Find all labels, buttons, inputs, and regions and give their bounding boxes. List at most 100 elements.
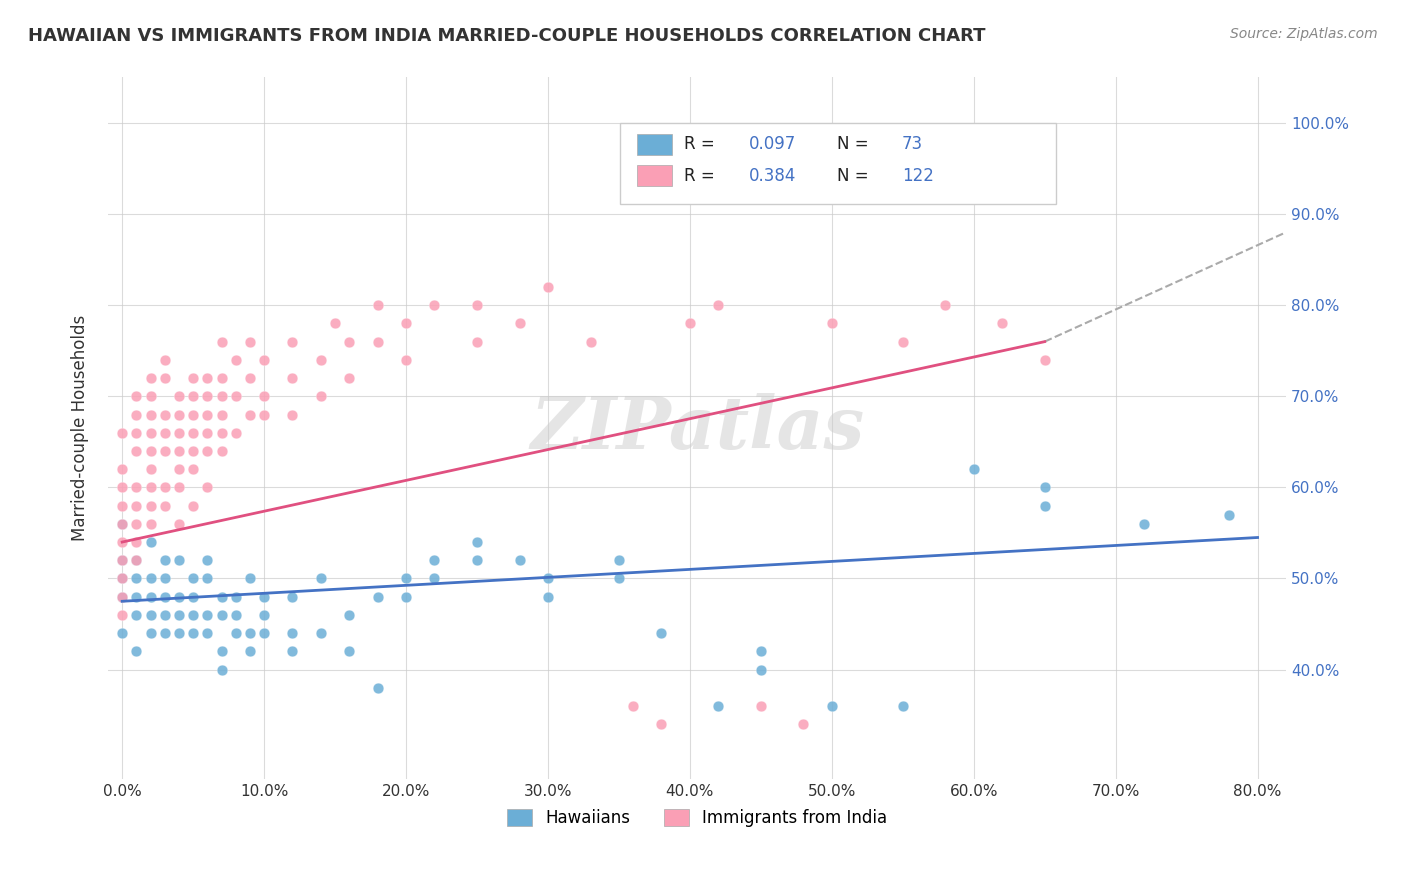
Point xyxy=(211,334,233,349)
Point xyxy=(125,644,148,658)
Point xyxy=(367,590,389,604)
Point xyxy=(749,699,772,714)
Point xyxy=(181,371,204,385)
Point xyxy=(225,389,247,403)
Point xyxy=(181,389,204,403)
Point xyxy=(195,408,218,422)
Point xyxy=(153,408,176,422)
Point xyxy=(167,516,190,531)
Point xyxy=(281,371,304,385)
Point xyxy=(337,334,360,349)
Point xyxy=(139,462,162,476)
Point xyxy=(963,462,986,476)
Text: 0.384: 0.384 xyxy=(749,167,796,185)
Point xyxy=(423,553,446,567)
Point xyxy=(153,607,176,622)
Point xyxy=(111,572,134,586)
Point xyxy=(111,553,134,567)
Point xyxy=(281,644,304,658)
Point xyxy=(211,607,233,622)
Point xyxy=(167,607,190,622)
Text: HAWAIIAN VS IMMIGRANTS FROM INDIA MARRIED-COUPLE HOUSEHOLDS CORRELATION CHART: HAWAIIAN VS IMMIGRANTS FROM INDIA MARRIE… xyxy=(28,27,986,45)
Point xyxy=(181,408,204,422)
Point xyxy=(139,535,162,549)
Point xyxy=(153,590,176,604)
Point xyxy=(537,590,560,604)
Point xyxy=(792,717,814,731)
Point xyxy=(211,444,233,458)
Point xyxy=(465,334,488,349)
Point xyxy=(181,607,204,622)
Text: 73: 73 xyxy=(901,135,924,153)
Point xyxy=(225,590,247,604)
Point xyxy=(167,444,190,458)
Point xyxy=(309,626,332,640)
Point xyxy=(423,572,446,586)
Point xyxy=(139,590,162,604)
Point xyxy=(111,516,134,531)
Point xyxy=(239,572,262,586)
Legend: Hawaiians, Immigrants from India: Hawaiians, Immigrants from India xyxy=(501,802,894,834)
Point xyxy=(239,408,262,422)
Point xyxy=(607,553,630,567)
Point xyxy=(225,352,247,367)
Point xyxy=(211,663,233,677)
Point xyxy=(111,553,134,567)
Point xyxy=(423,298,446,312)
Point xyxy=(139,480,162,494)
Point xyxy=(195,572,218,586)
Point xyxy=(211,644,233,658)
Point xyxy=(111,462,134,476)
Point xyxy=(650,626,672,640)
Point xyxy=(153,444,176,458)
Point xyxy=(181,626,204,640)
Point xyxy=(125,389,148,403)
Point xyxy=(395,352,418,367)
Point xyxy=(195,425,218,440)
Point xyxy=(181,590,204,604)
Point xyxy=(125,499,148,513)
Point xyxy=(367,681,389,695)
Point xyxy=(749,663,772,677)
Point xyxy=(1133,516,1156,531)
Point xyxy=(253,607,276,622)
Point xyxy=(195,389,218,403)
Point xyxy=(337,644,360,658)
Point xyxy=(111,499,134,513)
Point xyxy=(707,699,730,714)
Point xyxy=(125,480,148,494)
FancyBboxPatch shape xyxy=(637,134,672,154)
Point xyxy=(253,389,276,403)
Point xyxy=(1033,499,1056,513)
Point xyxy=(111,516,134,531)
Point xyxy=(281,590,304,604)
Point xyxy=(367,298,389,312)
Point xyxy=(153,499,176,513)
Point xyxy=(139,626,162,640)
Text: ZIPatlas: ZIPatlas xyxy=(530,392,865,464)
Point xyxy=(167,389,190,403)
Point xyxy=(225,425,247,440)
Point xyxy=(281,334,304,349)
Point xyxy=(225,607,247,622)
Point xyxy=(281,408,304,422)
Point xyxy=(239,644,262,658)
Point xyxy=(153,352,176,367)
FancyBboxPatch shape xyxy=(620,123,1056,203)
Point xyxy=(465,553,488,567)
Point xyxy=(195,626,218,640)
Point xyxy=(125,553,148,567)
Text: Source: ZipAtlas.com: Source: ZipAtlas.com xyxy=(1230,27,1378,41)
Point xyxy=(181,462,204,476)
Point xyxy=(111,535,134,549)
Point xyxy=(891,699,914,714)
Point xyxy=(111,480,134,494)
Text: 122: 122 xyxy=(901,167,934,185)
Point xyxy=(934,298,956,312)
Point xyxy=(139,444,162,458)
Point xyxy=(153,371,176,385)
Point xyxy=(253,352,276,367)
Point xyxy=(650,717,672,731)
Point xyxy=(465,298,488,312)
Point xyxy=(749,644,772,658)
